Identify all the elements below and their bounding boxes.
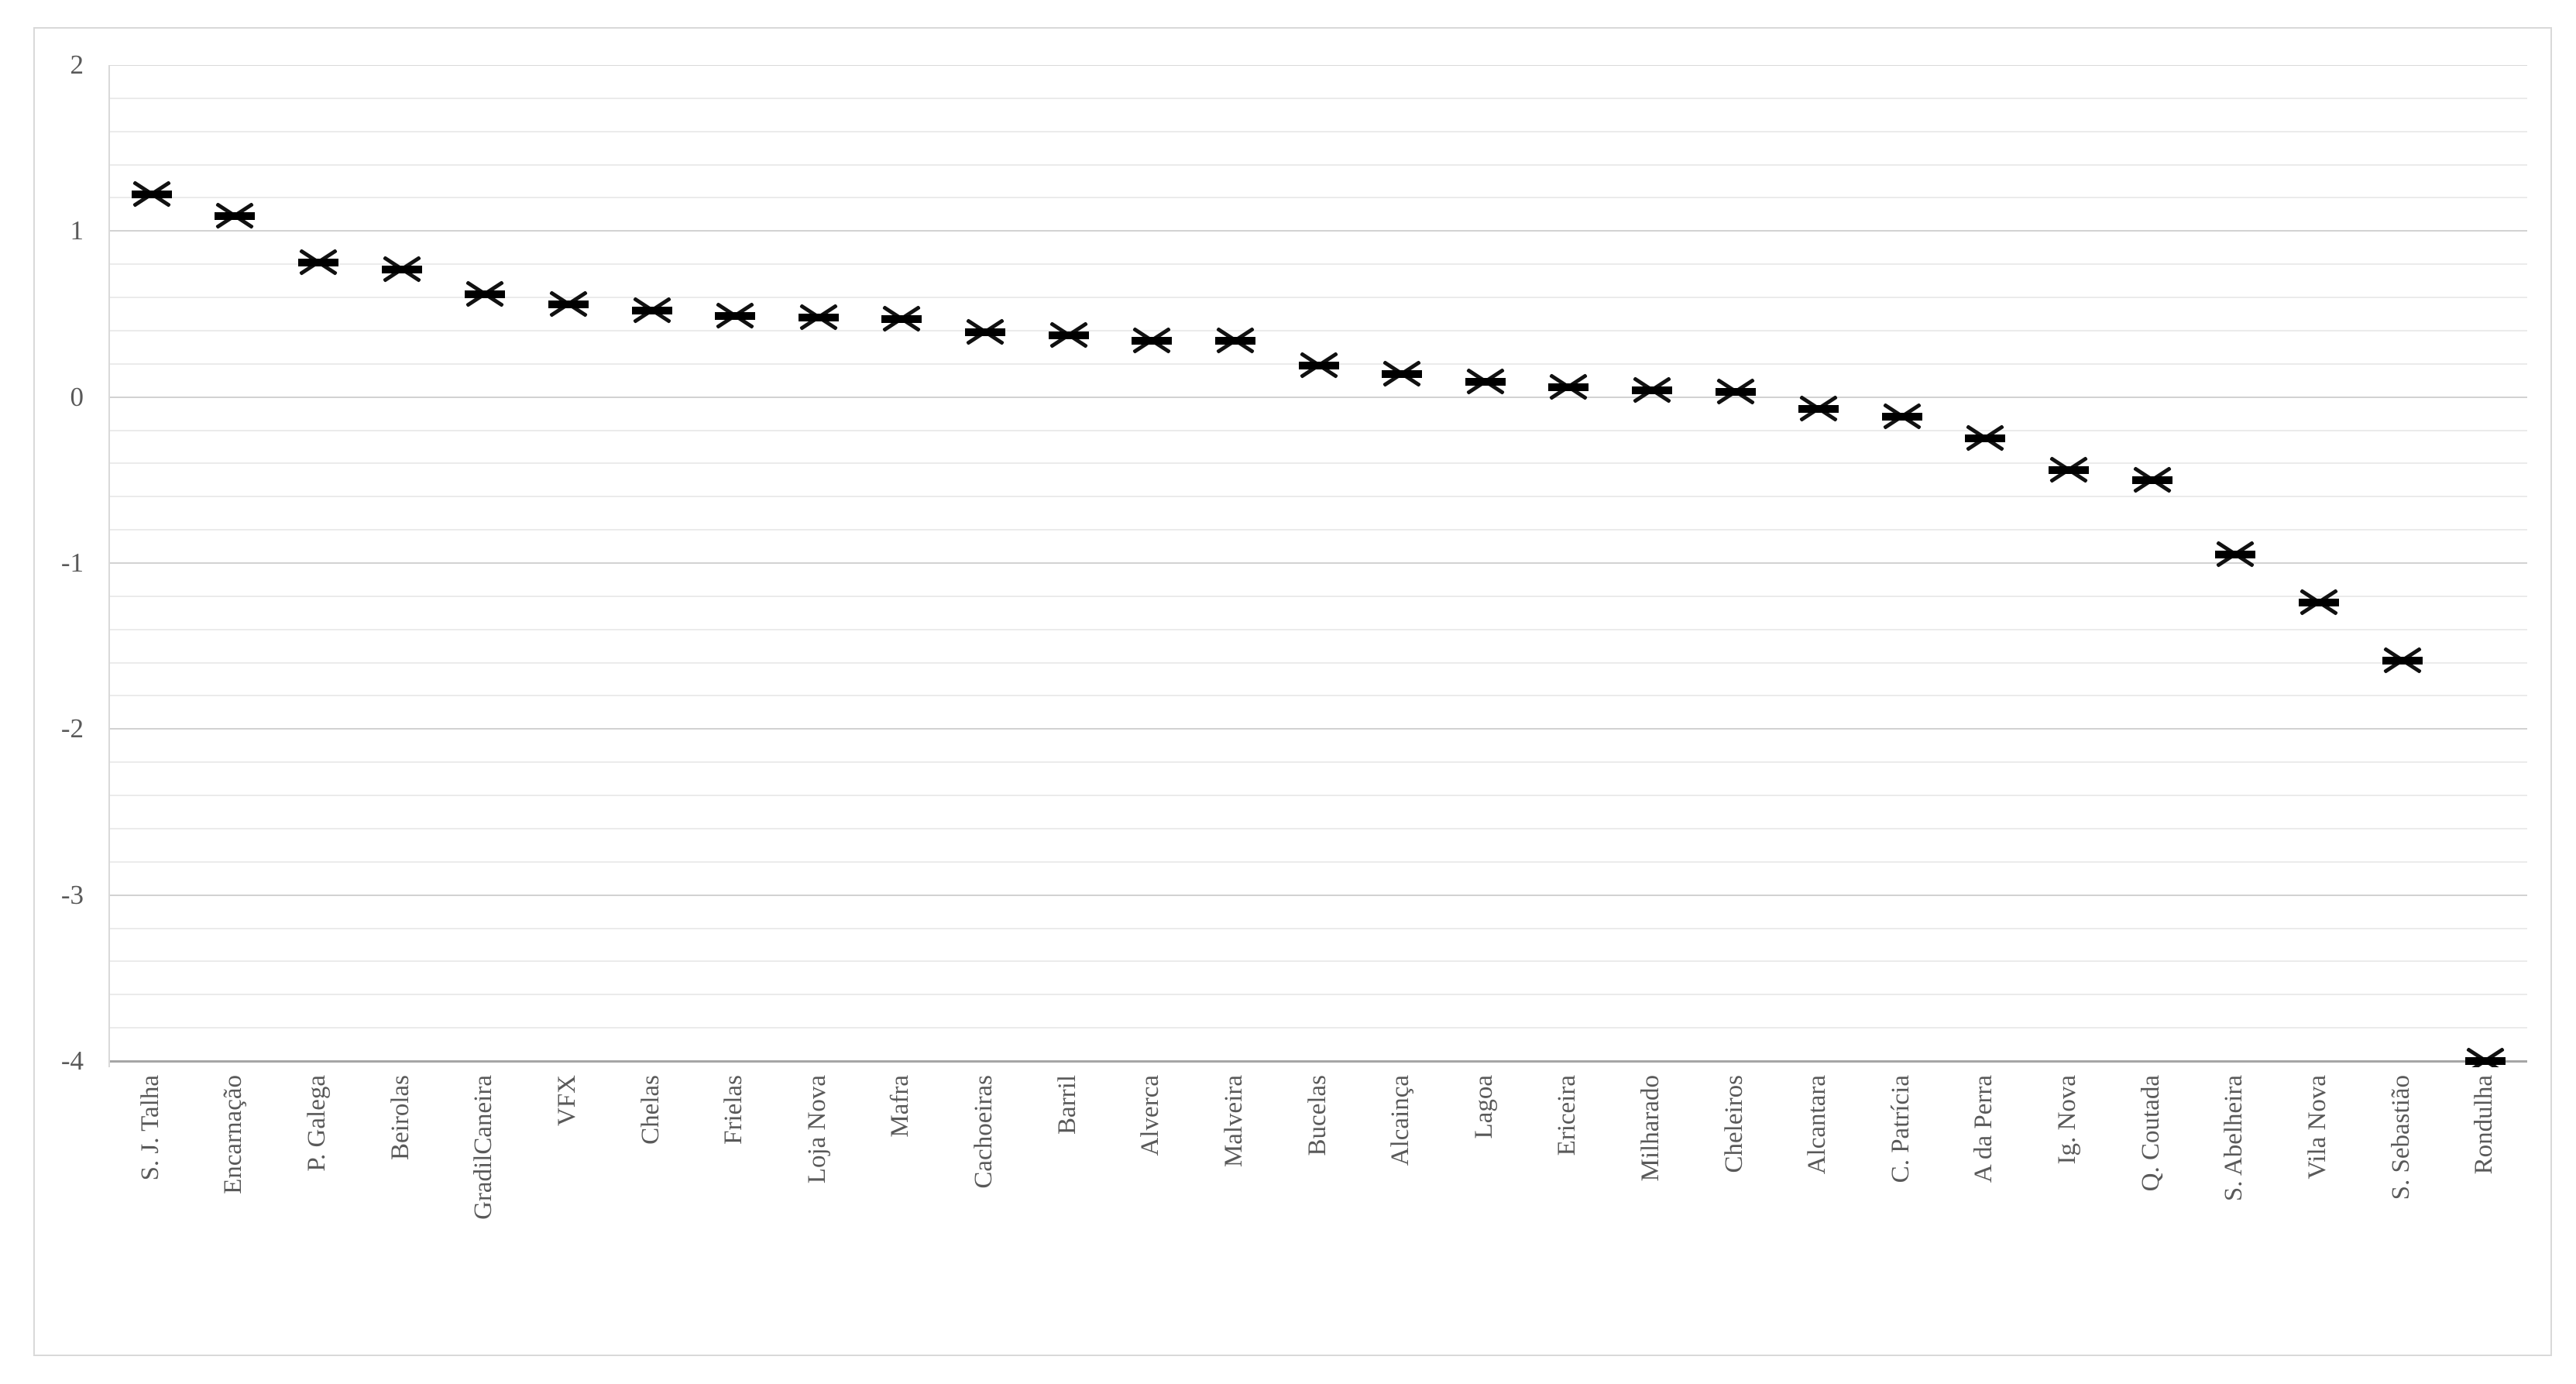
marker-dash [1048,331,1089,340]
x-axis-category-label: Encarnação [219,1075,248,1194]
x-axis-category-label: Barril [1053,1075,1081,1135]
marker-dash [631,307,672,315]
minor-gridline [110,496,2527,498]
x-axis-category-label: S. Sebastião [2386,1075,2415,1200]
marker-dash [715,311,756,320]
minor-gridline [110,197,2527,199]
minor-gridline [110,329,2527,331]
marker-dash [381,265,422,273]
marker-dash [1715,388,1756,397]
chart-border [33,27,2552,1356]
major-gridline [110,728,2527,730]
marker-dash [1214,336,1255,345]
x-axis-category-label: Chelas [636,1075,665,1145]
x-axis-category-label: S. Abelheira [2220,1075,2248,1202]
minor-gridline [110,927,2527,929]
y-axis-tick-label: -1 [60,548,84,578]
marker-dash [1382,369,1423,378]
x-axis-category-label: C. Patrícia [1886,1075,1915,1183]
minor-gridline [110,462,2527,465]
x-axis-category-label: Beirolas [386,1075,414,1160]
x-axis-category-label: Alcantara [1803,1075,1832,1175]
x-axis-category-label: GradilCaneira [469,1075,498,1220]
x-axis-category-label: Alverca [1136,1075,1165,1156]
x-axis-category-label: Milharado [1636,1075,1664,1182]
minor-gridline [110,661,2527,664]
y-axis-tick-label: 2 [70,50,84,80]
major-gridline [110,396,2527,398]
minor-gridline [110,1027,2527,1029]
marker-dash [2382,657,2423,665]
marker-dash [881,314,922,323]
major-gridline [110,230,2527,232]
x-axis-category-label: Frielas [720,1075,748,1145]
marker-dash [2465,1057,2506,1065]
minor-gridline [110,297,2527,299]
marker-dash [1132,336,1173,345]
x-axis-category-label: Alcainça [1386,1075,1415,1166]
minor-gridline [110,960,2527,963]
marker-dash [548,300,589,308]
marker-dash [2215,551,2256,559]
x-axis-category-label: Cheleiros [1719,1075,1748,1173]
x-axis-category-label: Cachoeiras [970,1075,998,1189]
y-axis-tick-label: 1 [70,215,84,246]
marker-dash [465,290,506,298]
marker-dash [1298,361,1339,369]
minor-gridline [110,163,2527,166]
minor-gridline [110,761,2527,764]
y-axis-tick-label: -2 [60,713,84,744]
marker-dash [1465,378,1506,386]
x-axis-category-label: Loja Nova [802,1075,831,1184]
plot-area [108,65,2527,1067]
major-gridline [110,65,2527,66]
x-axis-category-label: A da Perra [1970,1075,1998,1183]
minor-gridline [110,827,2527,829]
minor-gridline [110,795,2527,797]
major-gridline [110,562,2527,564]
minor-gridline [110,695,2527,697]
minor-gridline [110,860,2527,863]
x-axis-category-label: Mafra [886,1075,915,1138]
x-axis-line [110,1060,2527,1063]
x-axis-category-label: Ig. Nova [2053,1075,2082,1165]
x-axis-category-label: Q. Coutada [2136,1075,2165,1192]
x-axis-category-label: Malveira [1219,1075,1248,1168]
minor-gridline [110,263,2527,266]
x-axis-category-label: P. Galega [303,1075,331,1172]
marker-dash [131,191,172,199]
marker-dash [1881,413,1922,421]
marker-dash [298,259,339,267]
minor-gridline [110,994,2527,996]
x-axis-category-label: Bucelas [1303,1075,1331,1156]
minor-gridline [110,529,2527,531]
x-axis-category-label: VFX [552,1075,581,1127]
y-axis-tick-label: -4 [60,1046,84,1076]
marker-dash [965,328,1006,337]
minor-gridline [110,97,2527,99]
minor-gridline [110,628,2527,630]
x-axis-category-label: Rondulha [2470,1075,2499,1175]
major-gridline [110,894,2527,896]
marker-dash [1798,404,1839,413]
marker-dash [1548,383,1589,391]
marker-dash [1631,386,1672,395]
marker-dash [215,212,256,221]
x-axis-category-label: Ericeira [1553,1075,1582,1156]
minor-gridline [110,130,2527,132]
x-axis-category-label: Vila Nova [2303,1075,2331,1180]
x-axis-category-label: Lagoa [1469,1075,1498,1139]
x-axis-category-label: S. J. Talha [136,1075,164,1181]
minor-gridline [110,595,2527,597]
marker-dash [1965,434,2006,443]
minor-gridline [110,429,2527,431]
marker-dash [798,313,839,321]
y-axis-tick-label: 0 [70,381,84,412]
y-axis-tick-label: -3 [60,879,84,910]
marker-dash [2298,599,2339,607]
marker-dash [2049,465,2090,474]
marker-dash [2131,476,2172,484]
